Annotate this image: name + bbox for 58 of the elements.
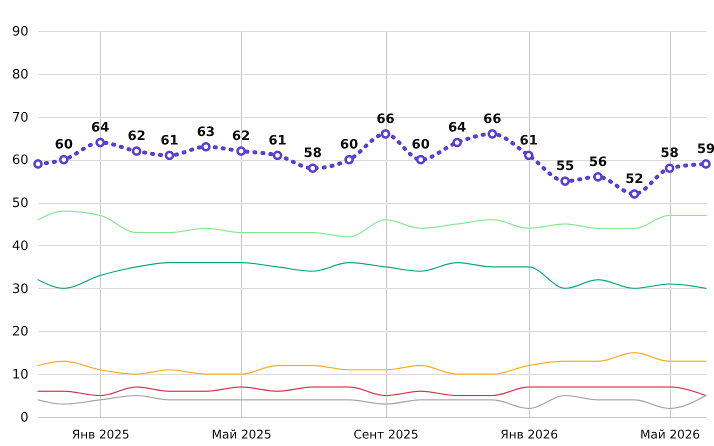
- x-tick-label: Янв 2026: [500, 428, 558, 442]
- data-label: 62: [232, 129, 250, 144]
- point: [33, 159, 43, 169]
- data-label: 55: [556, 159, 574, 174]
- point: [593, 172, 603, 182]
- x-tick-label: Сент 2025: [354, 428, 418, 442]
- y-tick-label: 30: [12, 282, 28, 297]
- point: [488, 129, 498, 139]
- point: [664, 163, 674, 174]
- data-label: 64: [448, 120, 466, 136]
- x-tick-label: Май 2025: [212, 428, 272, 442]
- data-label: 58: [660, 146, 679, 162]
- point: [272, 150, 282, 160]
- y-tick-label: 70: [12, 110, 28, 126]
- point: [524, 150, 534, 160]
- data-label: 61: [268, 133, 287, 148]
- point: [308, 163, 318, 174]
- data-label: 60: [412, 138, 430, 153]
- line-series: [37, 394, 707, 410]
- data-label: 63: [196, 124, 215, 140]
- point: [701, 159, 711, 169]
- data-label: 52: [625, 172, 644, 187]
- data-label: 61: [520, 133, 538, 148]
- x-tick-label: Май 2026: [640, 428, 700, 442]
- data-label: 62: [128, 129, 146, 144]
- point: [59, 154, 69, 164]
- data-label: 58: [304, 146, 322, 162]
- y-tick-label: 40: [12, 238, 28, 254]
- data-label: 66: [376, 112, 395, 127]
- y-tick-label: 10: [12, 368, 28, 383]
- y-tick-label: 80: [12, 67, 28, 82]
- data-label: 64: [91, 120, 110, 136]
- x-tick-label: Янв 2025: [72, 428, 130, 442]
- point: [132, 146, 142, 156]
- point: [95, 138, 106, 148]
- data-label: 60: [54, 138, 73, 153]
- point: [201, 142, 211, 152]
- y-tick-label: 0: [20, 410, 28, 426]
- data-label: 61: [160, 133, 179, 148]
- point: [344, 154, 354, 164]
- line-series: [37, 352, 707, 375]
- point: [380, 129, 390, 139]
- point: [630, 189, 640, 199]
- point: [452, 138, 462, 148]
- line-series: [37, 210, 707, 238]
- point: [560, 176, 570, 186]
- data-label: 60: [340, 138, 358, 153]
- y-tick-label: 20: [12, 324, 28, 340]
- point: [236, 146, 246, 156]
- data-label: 66: [483, 112, 502, 127]
- point: [416, 154, 426, 164]
- y-tick-label: 50: [12, 196, 28, 212]
- data-label: 59: [696, 142, 714, 157]
- point: [164, 150, 174, 160]
- y-tick-label: 60: [12, 153, 28, 168]
- line-series: [37, 262, 707, 289]
- data-label: 56: [588, 154, 608, 170]
- y-tick-label: 90: [12, 24, 28, 40]
